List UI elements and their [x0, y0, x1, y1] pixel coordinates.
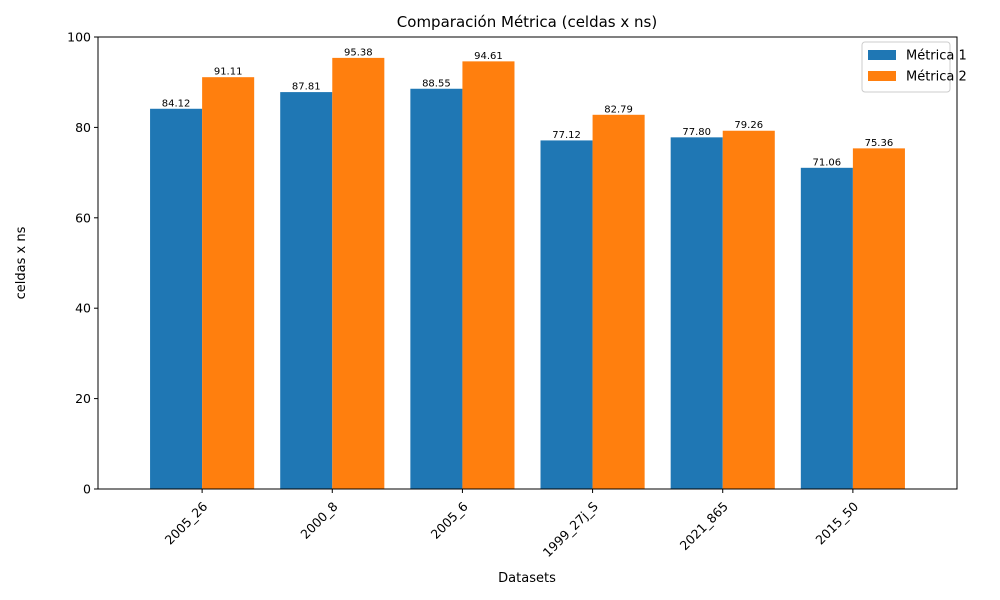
legend-label-series-2: Métrica 2 [906, 70, 967, 85]
x-tick-label: 1999_27j_S [540, 499, 601, 560]
bar-2005_6-series-2 [462, 61, 515, 490]
bar-1999_27j_S-series-2 [592, 114, 645, 490]
plot-area: 84.12 87.81 88.55 77.12 77.80 71.06 91.11 95.38… [67, 30, 958, 560]
bar-value-label: 77.12 [552, 130, 581, 141]
chart-title: Comparación Métrica (celdas x ns) [397, 13, 657, 31]
bar-2021_865-series-1 [670, 137, 723, 489]
bar-value-label: 75.36 [865, 138, 894, 149]
bar-value-label: 94.61 [474, 51, 503, 62]
bar-2005_26-series-2 [202, 77, 255, 489]
bar-2015_50-series-2 [852, 148, 905, 489]
y-tick-label: 0 [83, 482, 91, 497]
x-tick-label: 2021_865 [677, 499, 731, 553]
y-tick-label: 60 [75, 210, 91, 225]
bar-2000_8-series-2 [332, 57, 385, 490]
axes-frame [97, 36, 958, 490]
bar-2005_6-series-1 [410, 88, 463, 489]
y-tick-label: 80 [75, 120, 91, 135]
y-tick-label: 100 [67, 30, 91, 45]
bar-value-label: 87.81 [292, 82, 321, 93]
bar-value-label: 95.38 [344, 47, 373, 58]
bar-value-label: 82.79 [604, 104, 633, 115]
bar-2015_50-series-1 [800, 167, 853, 489]
x-tick-label: 2005_26 [162, 499, 211, 548]
x-tick-label: 2005_6 [428, 499, 471, 542]
y-axis-title: celdas x ns [14, 226, 29, 299]
bar-2005_26-series-1 [150, 108, 203, 490]
legend-swatch-series-2 [868, 71, 896, 81]
bar-value-label: 77.80 [682, 127, 711, 138]
bar-value-label: 71.06 [813, 157, 842, 168]
legend: Métrica 1 Métrica 2 [861, 41, 967, 93]
bar-1999_27j_S-series-1 [540, 140, 593, 489]
bar-value-label: 91.11 [214, 67, 243, 78]
x-tick-label: 2000_8 [297, 499, 340, 542]
bar-2021_865-series-2 [722, 130, 775, 489]
bar-value-label: 79.26 [734, 120, 763, 131]
legend-label-series-1: Métrica 1 [906, 49, 967, 64]
x-axis-title: Datasets [498, 571, 556, 586]
x-tick-label: 2015_50 [812, 499, 861, 548]
y-tick-label: 20 [75, 391, 91, 406]
bar-value-label: 88.55 [422, 78, 451, 89]
y-tick-label: 40 [75, 301, 91, 316]
bar-2000_8-series-1 [280, 92, 333, 489]
legend-swatch-series-1 [868, 50, 896, 60]
bar-value-label: 84.12 [162, 98, 191, 109]
